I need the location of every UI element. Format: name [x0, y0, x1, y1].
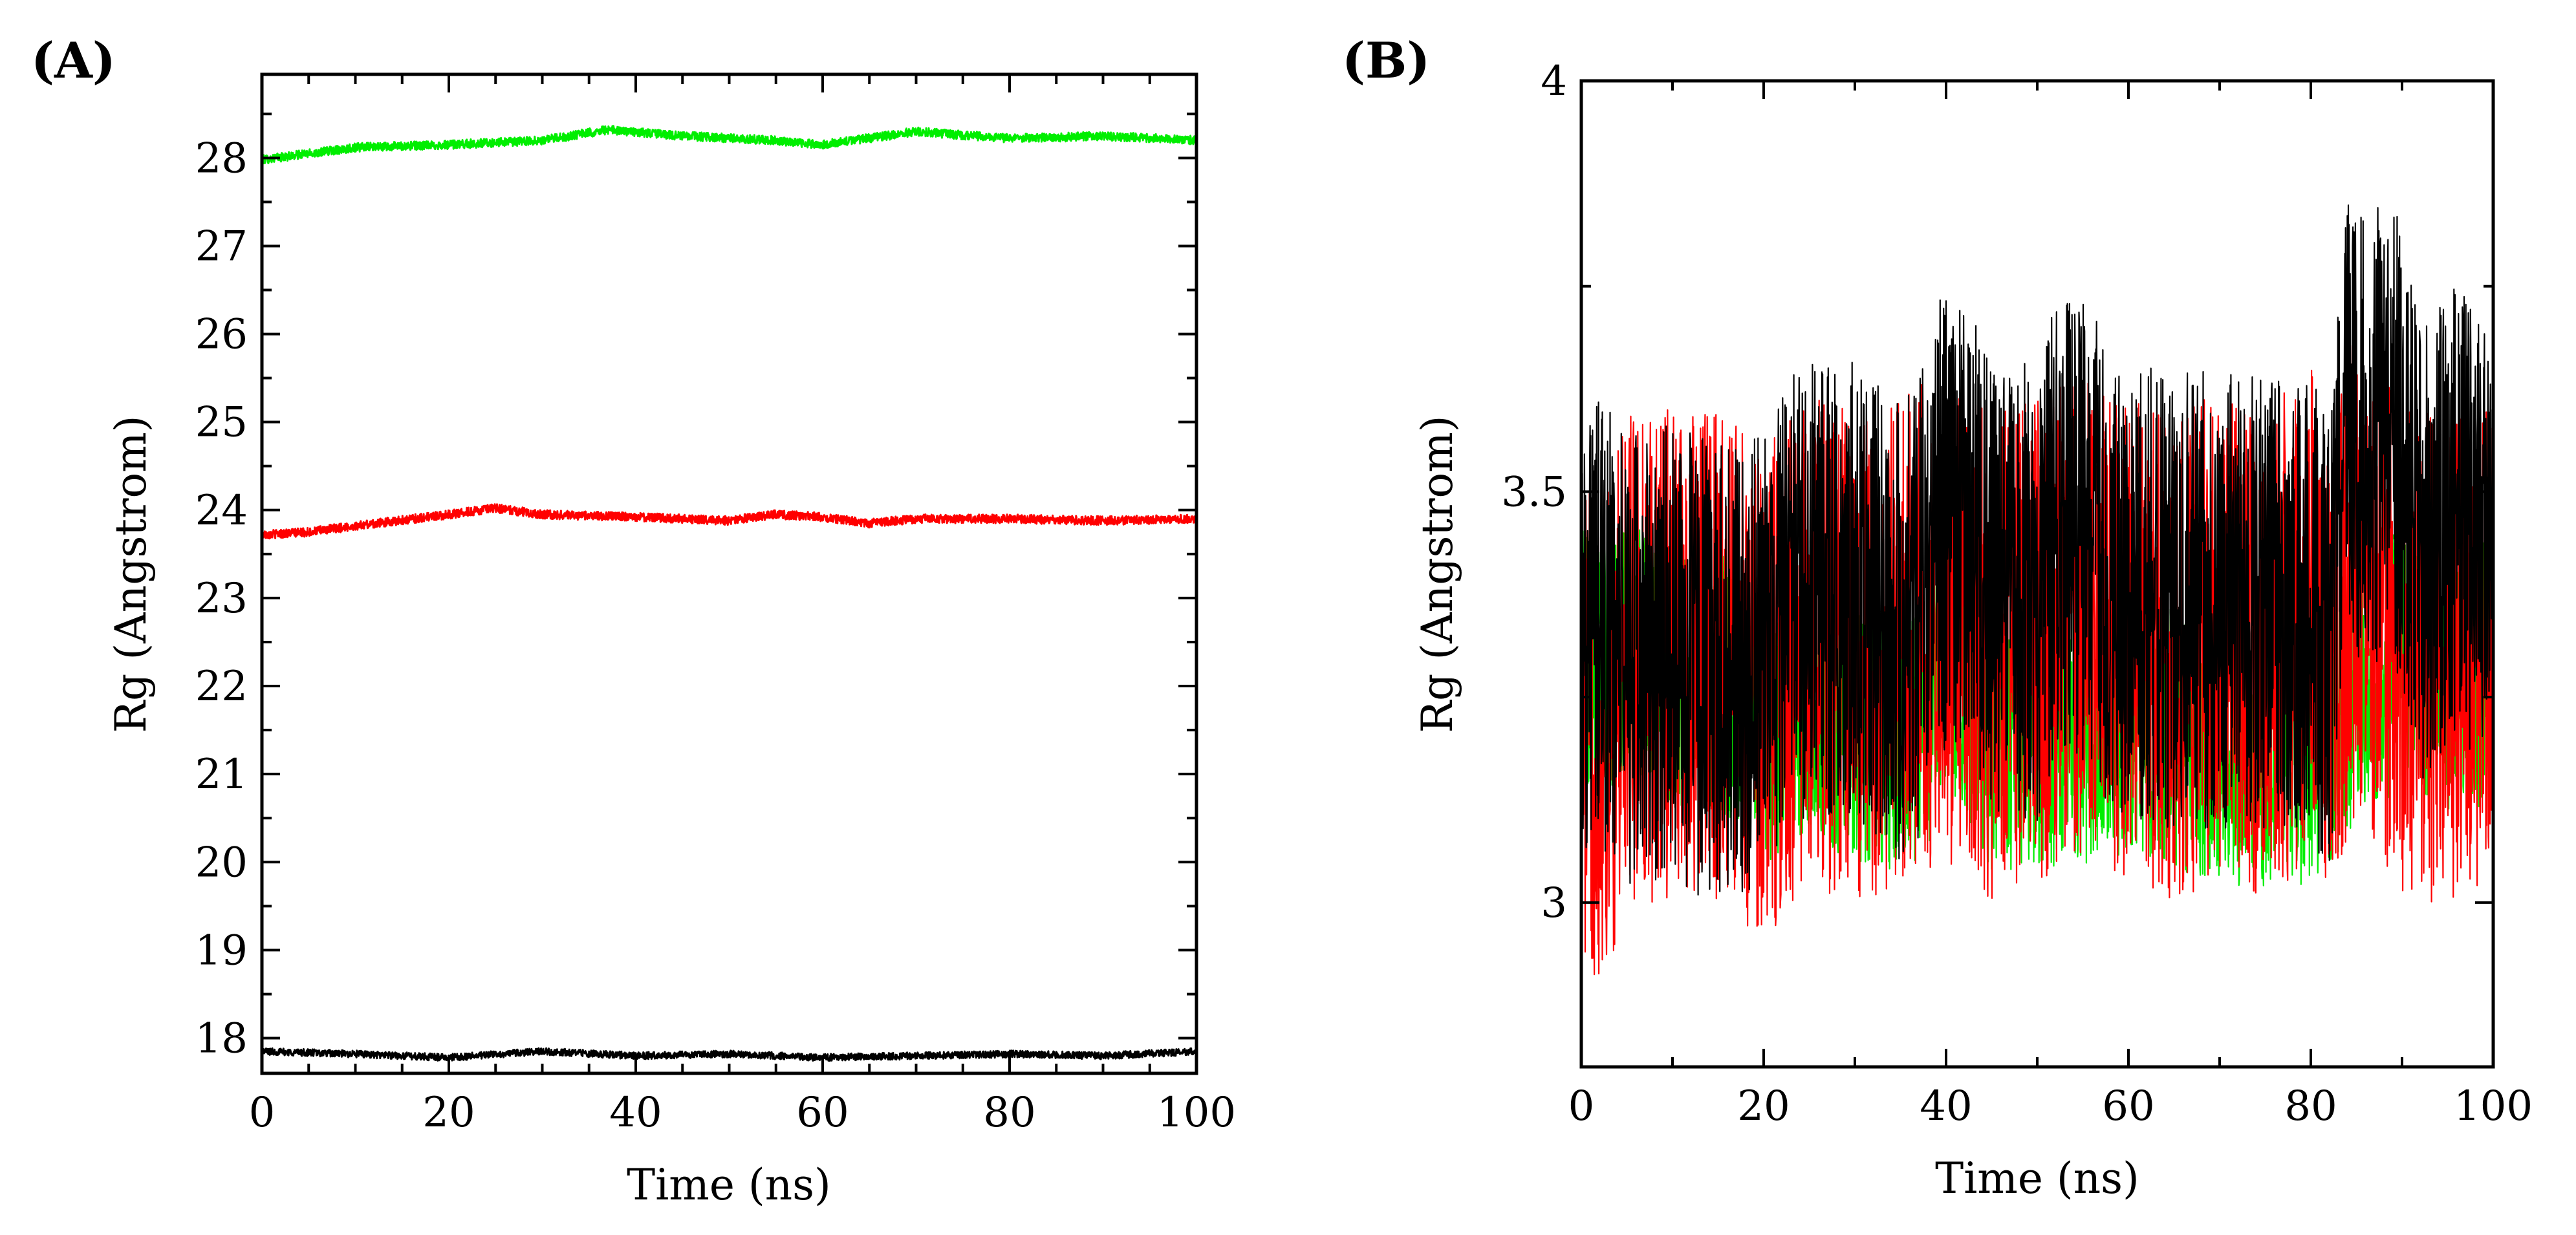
- panel-b-x-tick-label: 100: [2454, 1082, 2533, 1130]
- panel-a-plot-frame: [260, 72, 1198, 1075]
- panel-a-y-tick-labels: 18 19 20 21 22 23 24 25 26 27 28: [195, 134, 248, 1062]
- panel-a-x-tick-label: 100: [1157, 1089, 1236, 1137]
- panel-a-label: (A): [31, 32, 116, 89]
- panel-a-y-tick-label: 26: [195, 311, 248, 359]
- panel-b-x-axis-title: Time (ns): [1935, 1154, 2139, 1203]
- panel-a-x-tick-label: 20: [422, 1089, 475, 1137]
- panel-a-series-black: [261, 1047, 1198, 1062]
- panel-b-y-tick-label: 3.5: [1501, 468, 1567, 516]
- panel-b: (B) 0 20 40 60 80 100 33.54 Time (ns) Rg (Ang…: [1342, 32, 2533, 1203]
- panel-a-x-tick-labels: 0 20 40 60 80 100: [249, 1089, 1236, 1137]
- panel-a-y-axis-title: Rg (Angstrom): [106, 415, 156, 733]
- panel-b-label: (B): [1342, 32, 1430, 89]
- panel-b-y-tick-label: 3: [1541, 879, 1567, 927]
- panel-b-x-tick-label: 60: [2102, 1082, 2154, 1130]
- panel-b-x-tick-label: 0: [1568, 1082, 1595, 1130]
- panel-a: (A) 0 20 40 60 80 100 1819202122232425262728 …: [31, 32, 1236, 1210]
- panel-b-x-tick-label: 40: [1920, 1082, 1972, 1130]
- panel-a-series-green: [261, 125, 1198, 165]
- panel-a-series: [261, 125, 1198, 1062]
- panel-a-series-red: [261, 503, 1198, 540]
- panel-b-y-tick-label: 4: [1541, 58, 1567, 105]
- panel-a-y-tick-label: 23: [195, 575, 248, 623]
- panel-a-x-tick-label: 40: [609, 1089, 662, 1137]
- panel-b-y-tick-labels: 33.54: [1501, 58, 1567, 927]
- panel-b-y-axis-title: Rg (Angstrom): [1412, 415, 1462, 733]
- panel-b-ticks: [1580, 80, 2495, 1067]
- panel-b-x-tick-label: 20: [1737, 1082, 1790, 1130]
- panel-a-x-tick-label: 80: [983, 1089, 1035, 1137]
- panel-a-y-tick-label: 19: [195, 927, 248, 974]
- panel-a-y-tick-label: 20: [195, 839, 248, 886]
- panel-a-y-tick-label: 28: [195, 134, 248, 182]
- panel-a-x-axis-title: Time (ns): [627, 1160, 831, 1210]
- panel-a-x-tick-label: 60: [796, 1089, 849, 1137]
- panel-b-x-tick-label: 80: [2284, 1082, 2337, 1130]
- panel-a-x-tick-label: 0: [249, 1089, 276, 1137]
- panel-a-y-tick-label: 27: [195, 222, 248, 270]
- panel-a-y-tick-label: 18: [195, 1015, 248, 1063]
- panel-a-y-tick-label: 21: [195, 751, 248, 799]
- panel-a-y-tick-label: 24: [195, 487, 248, 535]
- panel-b-series: [1580, 204, 2495, 976]
- panel-a-y-tick-label: 25: [195, 399, 248, 447]
- panel-b-x-tick-labels: 0 20 40 60 80 100: [1568, 1082, 2533, 1130]
- panel-b-series-black: [1580, 204, 2495, 896]
- panel-a-y-tick-label: 22: [195, 663, 248, 711]
- panel-a-ticks: [261, 74, 1198, 1073]
